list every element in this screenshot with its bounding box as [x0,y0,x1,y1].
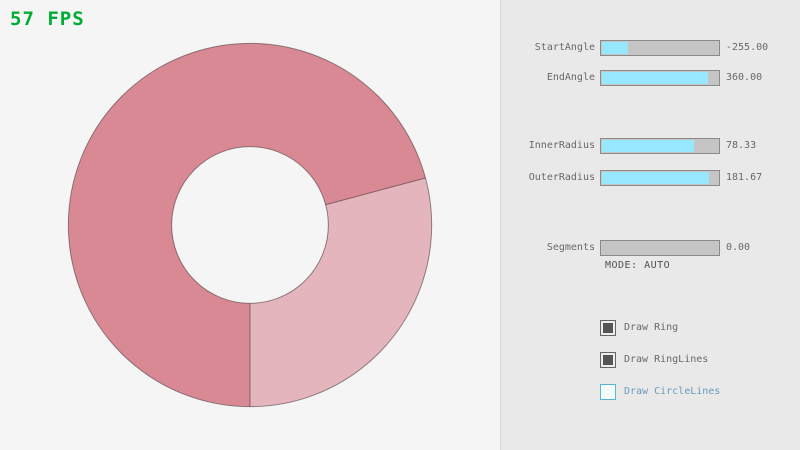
slider-fill [602,72,709,84]
slider-outer-radius: OuterRadius 181.67 [501,170,800,186]
slider-fill [602,140,695,152]
slider-value: 0.00 [726,242,751,253]
checkbox-check-mark [603,355,613,365]
checkbox-label: Draw CircleLines [624,386,721,397]
ring-canvas [67,42,433,408]
checkbox-box[interactable] [600,352,616,368]
checkbox-draw-ringlines[interactable]: Draw RingLines [600,352,708,368]
slider-value: 78.33 [726,140,757,151]
slider-inner-radius: InnerRadius 78.33 [501,138,800,154]
slider-fill [602,172,710,184]
fps-counter: 57 FPS [10,8,85,30]
checkbox-box[interactable] [600,384,616,400]
slider-track[interactable] [600,170,720,186]
ring-boundary-line-upper-right [325,177,426,206]
slider-track[interactable] [600,138,720,154]
slider-start-angle: StartAngle -255.00 [501,40,800,56]
slider-end-angle: EndAngle 360.00 [501,70,800,86]
controls-panel: StartAngle -255.00 EndAngle 360.00 Inner… [500,0,800,450]
ring-single-region [250,177,432,407]
slider-label: InnerRadius [528,140,595,151]
slider-label: StartAngle [534,42,595,53]
checkbox-label: Draw Ring [624,322,679,333]
checkbox-label: Draw RingLines [624,354,709,365]
mode-indicator: MODE: AUTO [605,260,671,271]
slider-track[interactable] [600,70,720,86]
slider-track[interactable] [600,240,720,256]
slider-value: 181.67 [726,172,763,183]
ring-inner-outline [171,146,329,304]
checkbox-check-mark [603,323,613,333]
slider-track[interactable] [600,40,720,56]
slider-fill [602,42,628,54]
checkbox-draw-ring[interactable]: Draw Ring [600,320,678,336]
checkbox-draw-circlelines[interactable]: Draw CircleLines [600,384,720,400]
checkbox-box[interactable] [600,320,616,336]
slider-label: Segments [546,242,595,253]
slider-label: EndAngle [546,72,595,83]
slider-value: 360.00 [726,72,763,83]
slider-label: OuterRadius [528,172,595,183]
slider-value: -255.00 [726,42,769,53]
slider-segments: Segments 0.00 [501,240,800,256]
ring-outer-outline [67,42,433,408]
